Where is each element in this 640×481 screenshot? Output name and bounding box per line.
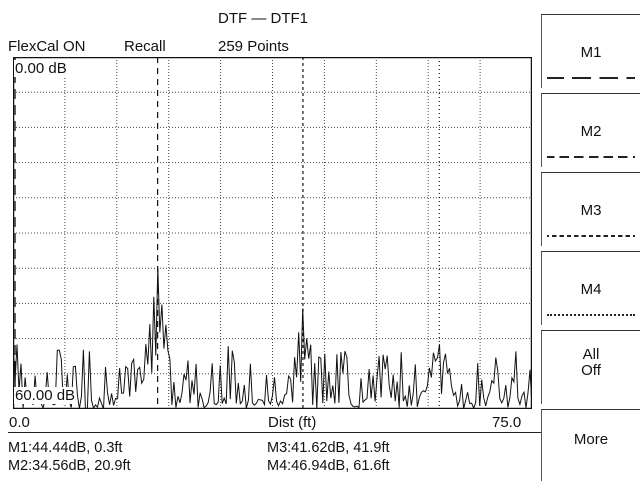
- plot-border: [13, 57, 532, 409]
- axis-divider: [8, 432, 541, 433]
- recall-status: Recall: [124, 38, 166, 55]
- softkey-m3[interactable]: M3: [541, 172, 640, 246]
- x-axis-label: Dist (ft): [268, 414, 317, 431]
- x-end-label: 75.0: [492, 414, 522, 431]
- dash-line-icon: [547, 156, 635, 158]
- marker-readout-m1: M1:44.44dB, 0.3ft: [8, 440, 123, 456]
- long-dash-line-icon: [547, 77, 635, 79]
- softkey-m1-label: M1: [580, 44, 602, 61]
- marker-readout-m4: M4:46.94dB, 61.6ft: [267, 458, 390, 474]
- softkey-more[interactable]: More: [541, 409, 640, 481]
- softkey-all-off-label: All Off: [581, 346, 601, 379]
- bottom-scale-label: 60.00 dB: [14, 387, 77, 404]
- marker-readout-m3: M3:41.62dB, 41.9ft: [267, 440, 390, 456]
- dtf-plot-svg: [13, 57, 532, 409]
- points-count: 259 Points: [218, 38, 289, 55]
- softkey-m2-label: M2: [580, 123, 602, 140]
- top-scale-label: 0.00 dB: [14, 60, 68, 77]
- short-dash-line-icon: [547, 235, 635, 237]
- softkey-all-off[interactable]: All Off: [541, 330, 640, 404]
- softkey-m4-label: M4: [580, 281, 602, 298]
- dotted-line-icon: [547, 314, 635, 316]
- marker-readout-m2: M2:34.56dB, 20.9ft: [8, 458, 131, 474]
- flexcal-status: FlexCal ON: [8, 38, 86, 55]
- dtf-trace-line: [13, 267, 532, 409]
- screen-title: DTF — DTF1: [218, 10, 308, 27]
- softkey-m3-label: M3: [580, 202, 602, 219]
- softkey-m4[interactable]: M4: [541, 251, 640, 325]
- x-start-label: 0.0: [9, 414, 30, 431]
- softkey-more-label: More: [573, 431, 609, 448]
- dtf-plot: 0.00 dB 60.00 dB: [13, 57, 532, 409]
- softkey-m1[interactable]: M1: [541, 14, 640, 88]
- softkey-m2[interactable]: M2: [541, 93, 640, 167]
